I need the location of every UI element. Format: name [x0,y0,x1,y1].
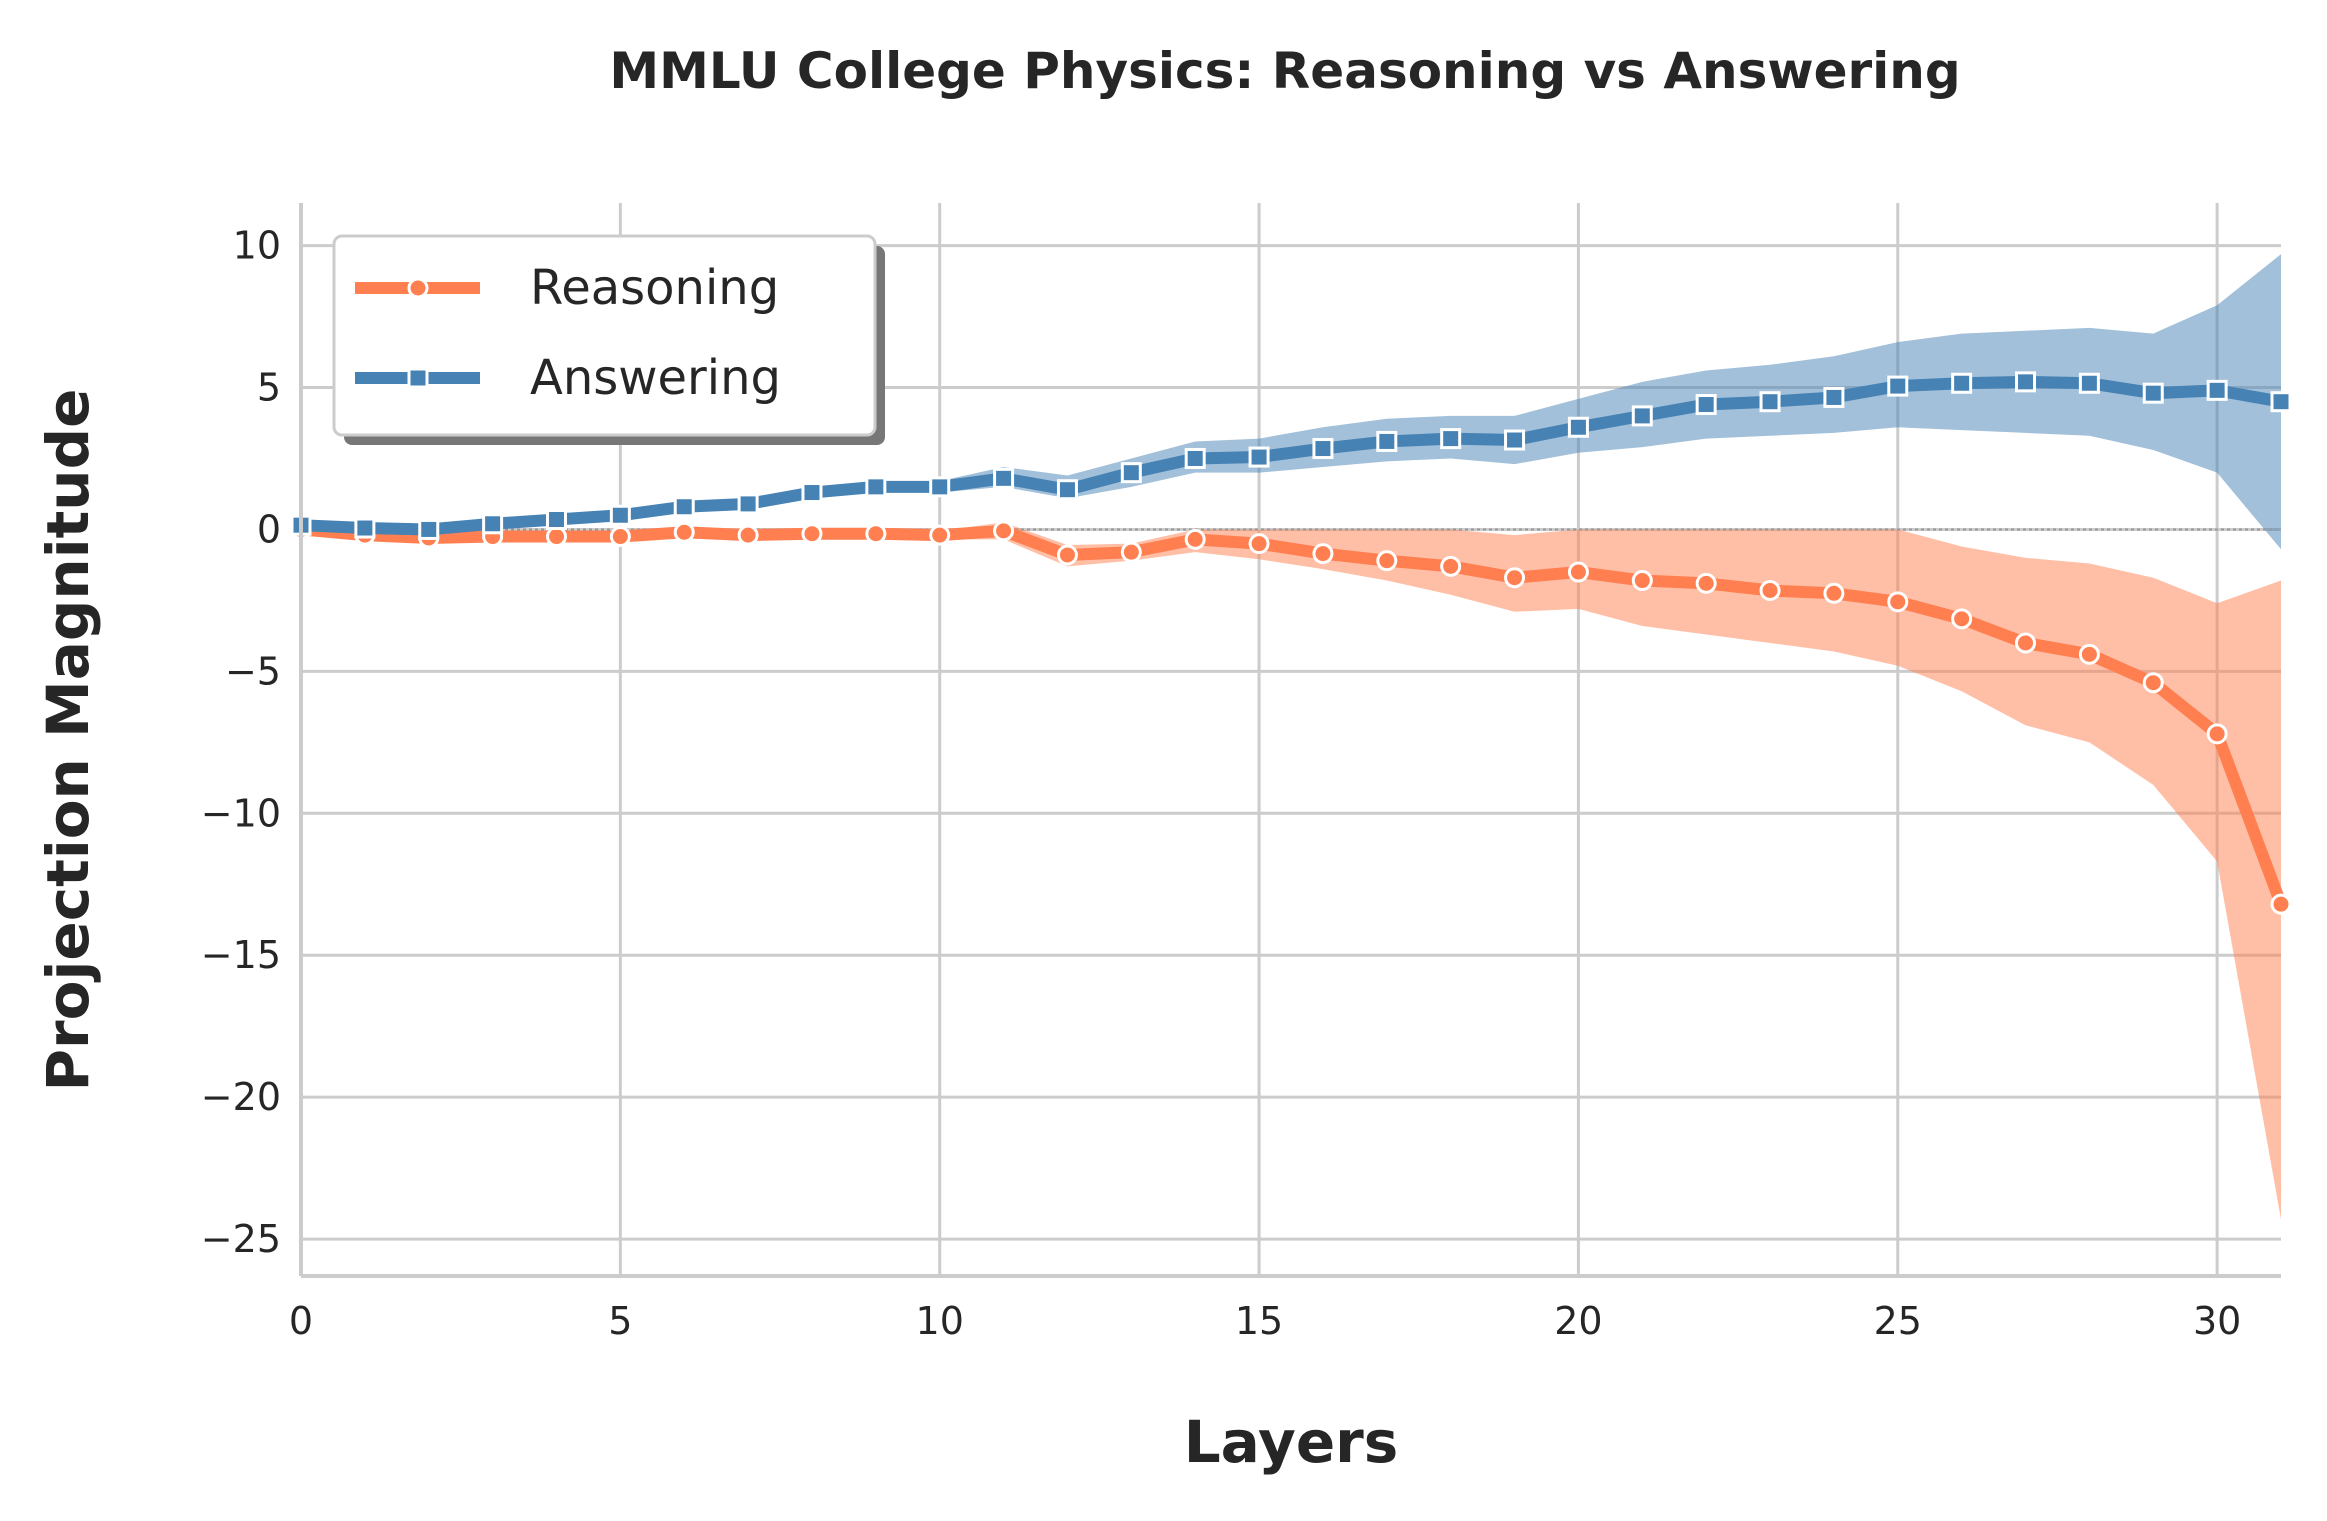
reasoning-point [929,524,951,546]
answering-point [1120,462,1142,484]
answering-point [2078,372,2100,394]
reasoning-point [1567,561,1589,583]
answering-point [1184,447,1206,469]
y-axis-label: Projection Magnitude [34,389,102,1092]
legend-marker-answering [407,367,429,389]
reasoning-point [2270,893,2292,915]
x-tick-label: 5 [608,1299,632,1343]
x-tick-label: 20 [1554,1299,1602,1343]
reasoning-point [801,523,823,545]
y-tick-label: −5 [225,649,281,693]
reasoning-point [1184,528,1206,550]
reasoning-point [993,520,1015,542]
answering-point [1567,416,1589,438]
answering-point [1440,428,1462,450]
answering-point [545,509,567,531]
reasoning-point [1376,550,1398,572]
y-tick-label: −20 [201,1075,281,1119]
answering-point [1631,405,1653,427]
x-tick-label: 10 [916,1299,964,1343]
reasoning-point [2078,643,2100,665]
answering-point [609,504,631,526]
answering-point [482,513,504,535]
reasoning-point [1504,567,1526,589]
reasoning-band [301,522,2281,1220]
legend: Reasoning Answering [332,234,885,445]
answering-point [1951,372,1973,394]
answering-point [2015,371,2037,393]
answering-point [1056,479,1078,501]
x-tick-label: 15 [1235,1299,1283,1343]
reasoning-point [545,526,567,548]
reasoning-point [865,523,887,545]
answering-point [1248,446,1270,468]
answering-point [2270,391,2292,413]
answering-point [1376,430,1398,452]
reasoning-point [1120,541,1142,563]
answering-point [801,482,823,504]
reasoning-point [673,521,695,543]
reasoning-line [300,523,2287,907]
reasoning-point [737,524,759,546]
reasoning-point [2206,723,2228,745]
y-tick-label: 0 [257,507,281,551]
answering-point [2206,379,2228,401]
answering-point [1823,386,1845,408]
reasoning-point [609,526,631,548]
answering-point [929,476,951,498]
answering-point [1695,394,1717,416]
y-tick-label: −10 [201,791,281,835]
answering-point [737,493,759,515]
tick-labels: 0 5 10 15 20 25 30 10 5 0 −5 −10 −15 −20 −25 [201,224,2242,1343]
answering-point [354,517,376,539]
answering-point [1759,391,1781,413]
answering-point [1504,429,1526,451]
reasoning-point [2015,632,2037,654]
legend-marker-reasoning [407,277,429,299]
series-lines [290,371,2292,915]
x-tick-label: 0 [289,1299,313,1343]
reasoning-point [1695,572,1717,594]
reasoning-point [1951,608,1973,630]
y-tick-label: 5 [257,366,281,410]
reasoning-point [1248,533,1270,555]
y-tick-label: −15 [201,933,281,977]
reasoning-point [1312,543,1334,565]
reasoning-point [2142,672,2164,694]
x-tick-label: 30 [2193,1299,2241,1343]
answering-point [1887,375,1909,397]
answering-point [673,496,695,518]
x-tick-label: 25 [1874,1299,1922,1343]
answering-point [993,467,1015,489]
reasoning-point [1631,570,1653,592]
reasoning-point [1440,555,1462,577]
reasoning-point [1887,591,1909,613]
y-tick-label: −25 [201,1217,281,1261]
legend-label-answering: Answering [530,350,781,406]
legend-label-reasoning: Reasoning [530,260,779,316]
chart-title: MMLU College Physics: Reasoning vs Answe… [609,42,1960,100]
y-tick-label: 10 [233,224,281,268]
x-axis-label: Layers [1184,1408,1399,1476]
answering-point [865,476,887,498]
answering-point [2142,382,2164,404]
answering-point [1312,438,1334,460]
axes [299,203,2281,1278]
reasoning-point [1759,579,1781,601]
reasoning-point [1056,544,1078,566]
reasoning-point [1823,582,1845,604]
answering-point [418,518,440,540]
answering-line [300,375,2283,536]
